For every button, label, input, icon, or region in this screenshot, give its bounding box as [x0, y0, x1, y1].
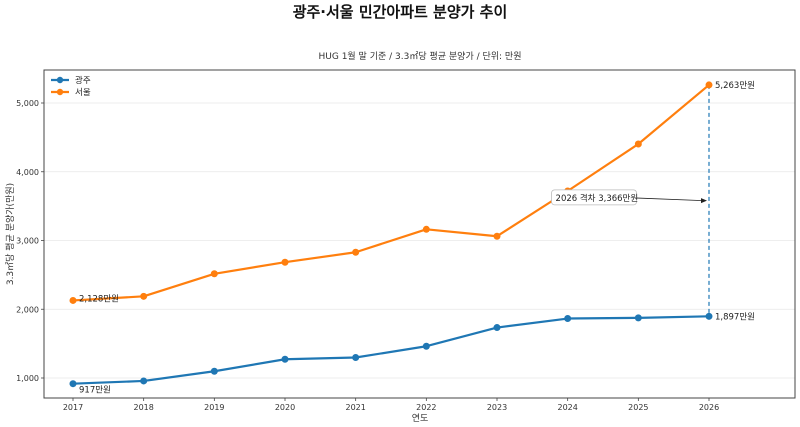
- x-tick-label: 2022: [416, 403, 436, 412]
- data-point: [705, 81, 713, 89]
- x-tick-label: 2024: [557, 403, 577, 412]
- data-point: [210, 367, 218, 375]
- series-line-seoul: [72, 84, 710, 302]
- chart-subtitle: HUG 1월 말 기준 / 3.3㎡당 평균 분양가 / 단위: 만원: [319, 50, 522, 62]
- data-point: [140, 377, 148, 385]
- data-point: [564, 315, 572, 323]
- data-point: [140, 292, 148, 300]
- legend-marker: [56, 88, 64, 96]
- legend-label: 광주: [75, 75, 91, 86]
- data-label: 1,897만원: [715, 312, 755, 322]
- plot-frame: [43, 69, 796, 399]
- data-point: [634, 140, 642, 148]
- y-tick-label: 3,000: [16, 237, 39, 246]
- data-point: [493, 232, 501, 240]
- x-tick-label: 2018: [133, 403, 153, 412]
- y-tick-label: 5,000: [16, 99, 39, 108]
- x-axis-label: 연도: [412, 413, 429, 424]
- series-line-gwangju: [72, 315, 710, 385]
- legend-marker: [56, 76, 64, 84]
- x-tick-label: 2026: [699, 403, 719, 412]
- x-tick-label: 2021: [345, 403, 365, 412]
- data-label: 2,128만원: [79, 294, 119, 304]
- data-point: [705, 312, 713, 320]
- annotation-arrowhead: [701, 198, 707, 204]
- legend-label: 서울: [75, 88, 91, 98]
- data-label: 5,263만원: [715, 81, 755, 91]
- data-point: [422, 225, 430, 233]
- annotation-arrow-line: [633, 197, 704, 202]
- data-point: [352, 248, 360, 256]
- gridlines: [44, 102, 795, 379]
- y-tick-label: 2,000: [16, 305, 39, 314]
- data-point: [352, 354, 360, 362]
- y-axis-ticks: 1,000 2,000 3,000 4,000 5,000: [16, 99, 44, 383]
- series-group: [69, 81, 713, 388]
- annotation-box: [551, 189, 637, 206]
- annotation-text: 2026 격차 3,366만원: [556, 193, 639, 204]
- y-tick-label: 1,000: [16, 374, 39, 383]
- x-axis-ticks: 2017 2018 2019 2020 2021 2022 2023 2024 2025 2026: [63, 398, 719, 412]
- data-point: [69, 380, 77, 388]
- gap-annotation: 2026 격차 3,366만원: [551, 189, 707, 206]
- y-tick-label: 4,000: [16, 168, 39, 177]
- y-axis-label: 3.3㎡당 평균 분양가(만원): [5, 183, 16, 285]
- data-labels: 917만원 2,128만원 1,897만원 5,263만원: [79, 81, 755, 396]
- x-tick-label: 2023: [487, 403, 507, 412]
- chart-title: 광주·서울 민간아파트 분양가 추이: [293, 3, 508, 21]
- data-label: 917만원: [79, 386, 111, 396]
- data-point: [69, 296, 77, 304]
- data-point: [281, 258, 289, 266]
- data-point: [210, 270, 218, 278]
- x-tick-label: 2020: [275, 403, 295, 412]
- data-point: [281, 355, 289, 363]
- data-point: [493, 324, 501, 332]
- x-tick-label: 2025: [628, 403, 648, 412]
- x-tick-label: 2019: [204, 403, 224, 412]
- data-point: [634, 314, 642, 322]
- data-point: [422, 342, 430, 350]
- x-tick-label: 2017: [63, 403, 83, 412]
